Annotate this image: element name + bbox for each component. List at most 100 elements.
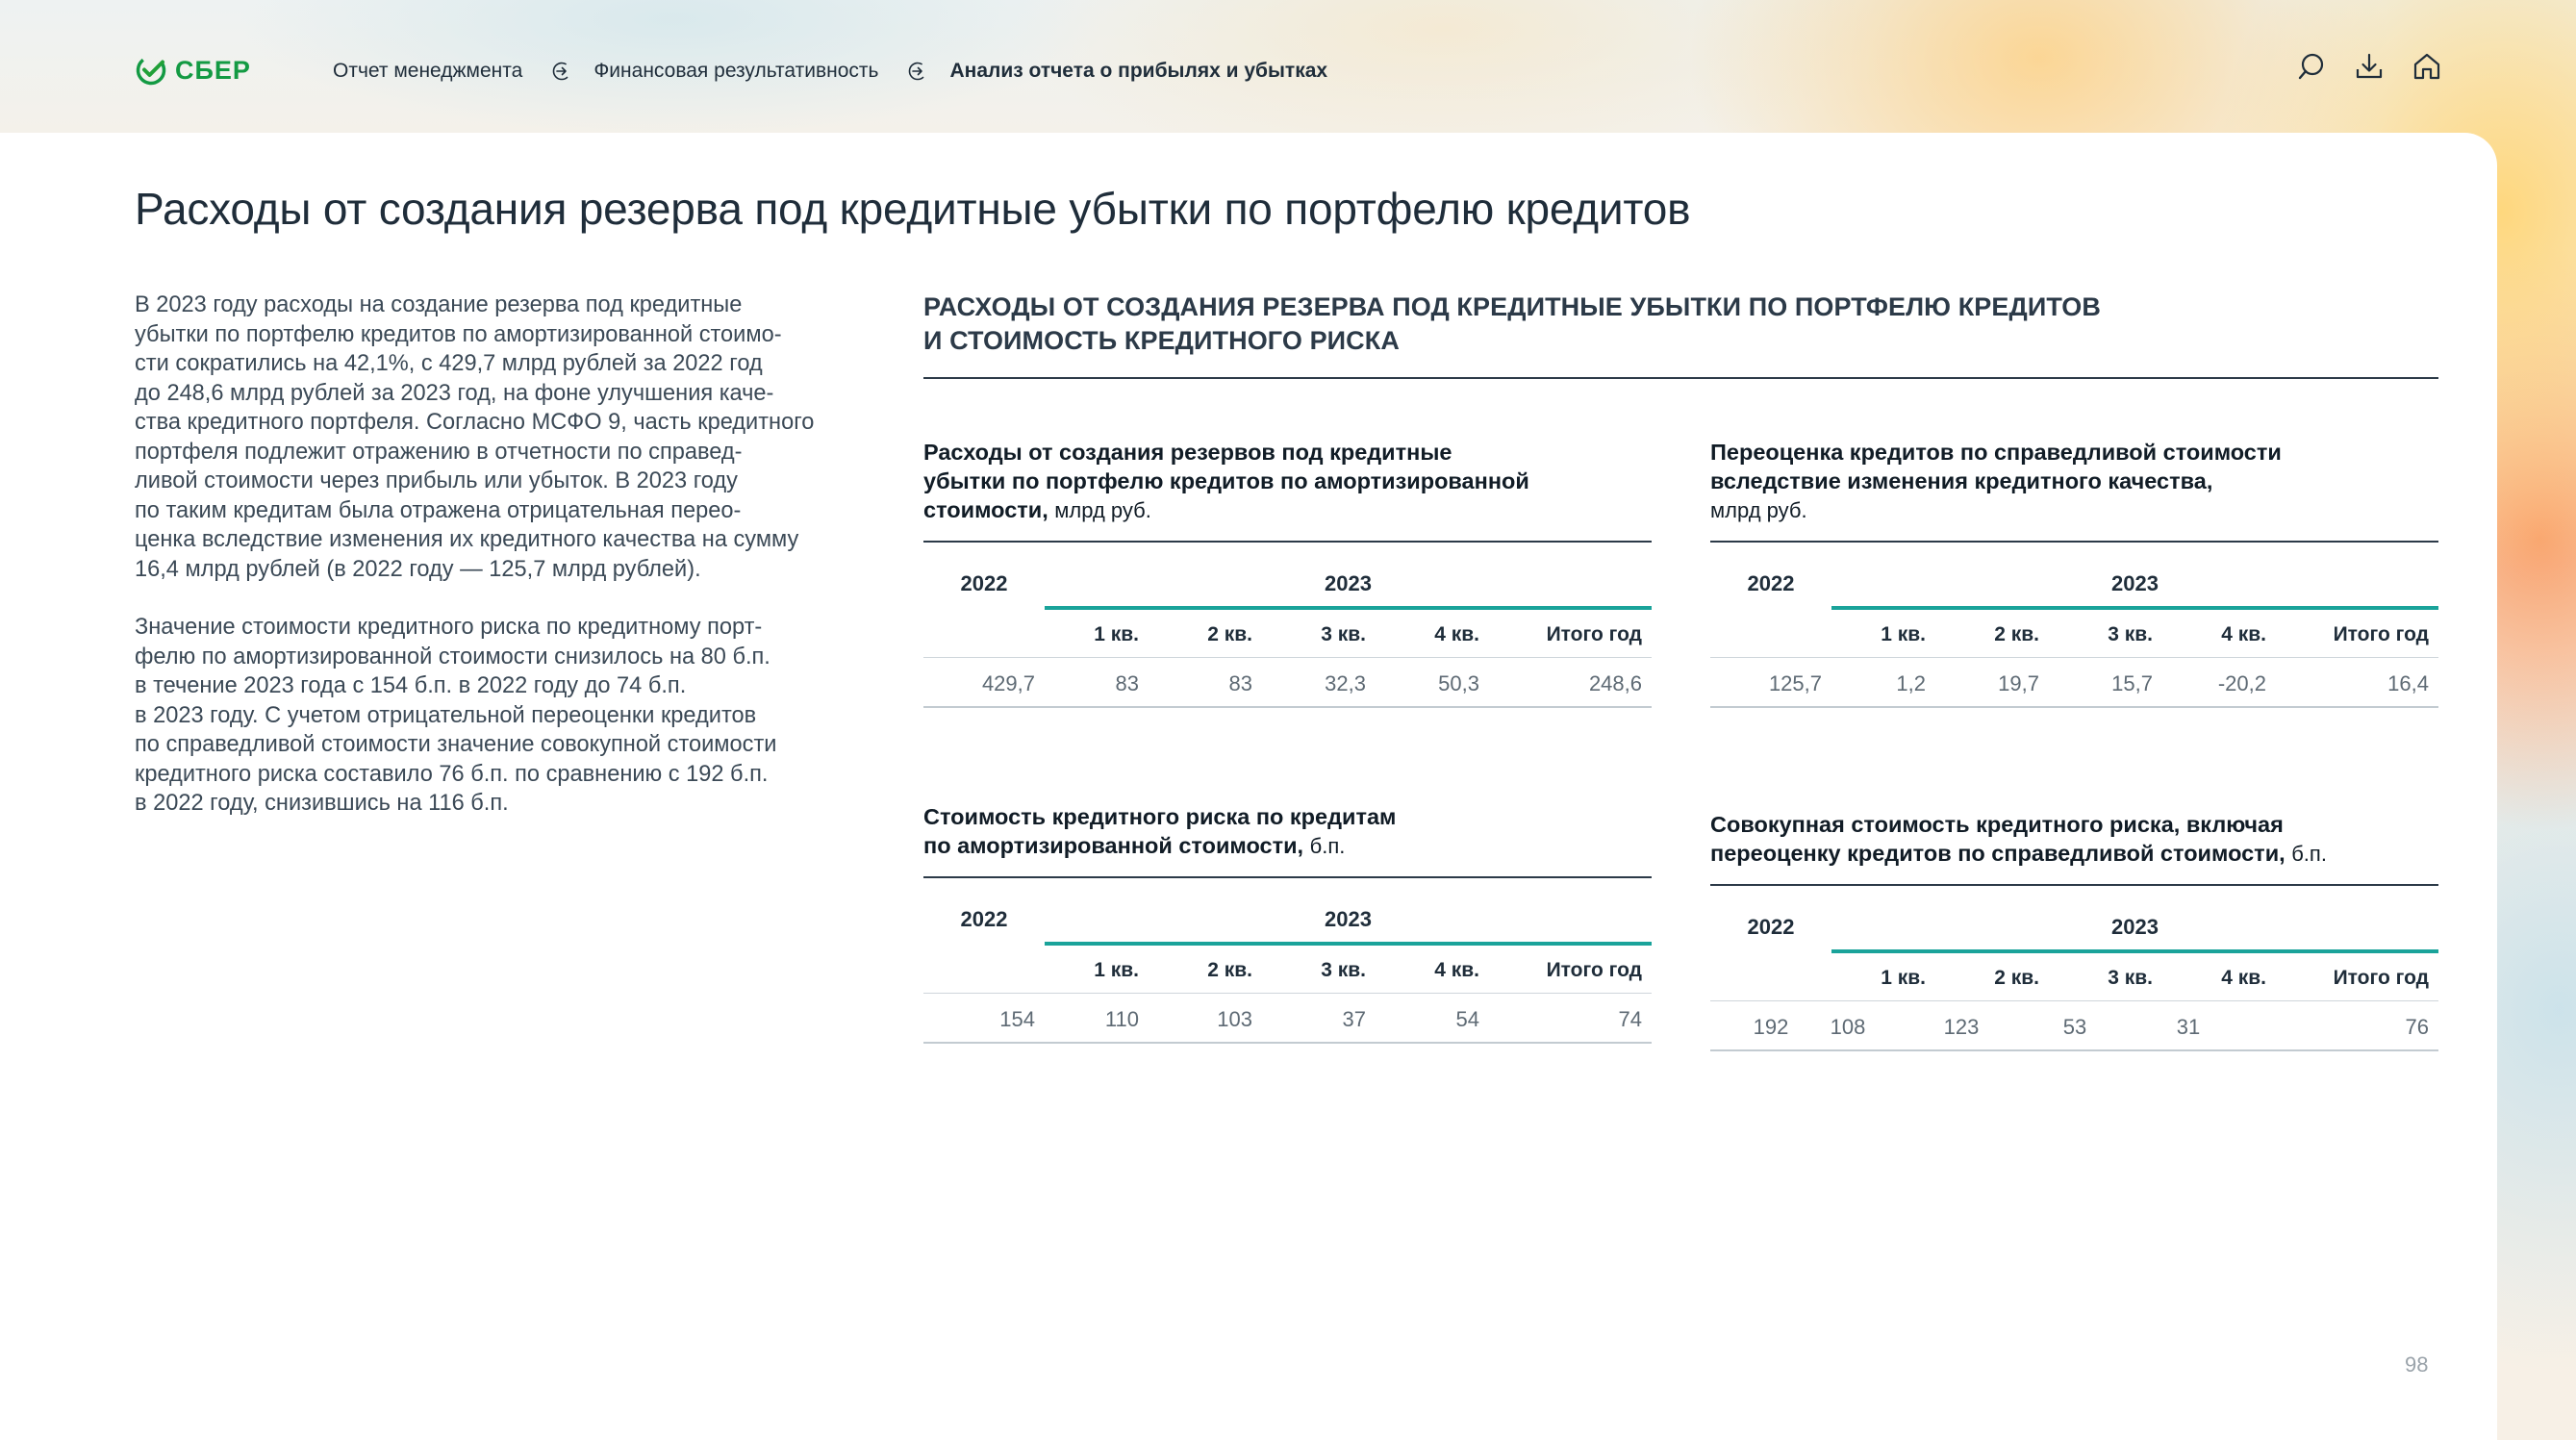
text-line: ства кредитного портфеля. Согласно МСФО … bbox=[135, 410, 815, 435]
value-prev-year: 125,7 bbox=[1768, 671, 1822, 695]
value-cell: 76 bbox=[2405, 1015, 2429, 1039]
arrow-right-icon bbox=[907, 61, 928, 82]
quarter-header: 1 кв. bbox=[1881, 623, 1926, 645]
intro-paragraph-2: Значение стоимости кредитного риска по к… bbox=[135, 613, 875, 819]
content-card bbox=[0, 133, 2497, 1440]
value-cell: 83 bbox=[1228, 671, 1252, 695]
year-prev-header: 2022 bbox=[1747, 915, 1795, 939]
table-header-quarters: 1 кв. 2 кв. 3 кв. 4 кв. Итого год bbox=[1710, 953, 2438, 1001]
text-line: ценка вследствие изменения их кредитного… bbox=[135, 527, 799, 552]
caption-unit: б.п. bbox=[2291, 842, 2327, 866]
intro-paragraph-1: В 2023 году расходы на создание резерва … bbox=[135, 291, 875, 584]
caption-text: вследствие изменения кредитного качества… bbox=[1710, 468, 2213, 493]
quarter-header: 2 кв. bbox=[1994, 967, 2039, 989]
quarter-header: 1 кв. bbox=[1881, 967, 1926, 989]
quarter-header: 3 кв. bbox=[1321, 623, 1366, 645]
quarter-header: 4 кв. bbox=[2221, 967, 2266, 989]
value-cell: 1,2 bbox=[1896, 671, 1926, 695]
value-cell: 123 bbox=[1943, 1015, 1980, 1039]
sber-logo-icon bbox=[135, 54, 167, 87]
quarter-header: 4 кв. bbox=[2221, 623, 2266, 645]
caption-divider bbox=[923, 876, 1652, 878]
sber-logo[interactable]: СБЕР bbox=[135, 54, 251, 87]
table-total-cost-of-risk: Совокупная стоимость кредитного риска, в… bbox=[1710, 810, 2438, 1051]
value-cell: 248,6 bbox=[1588, 671, 1642, 695]
year-prev-header: 2022 bbox=[960, 907, 1008, 931]
text-line: кредитного риска составило 76 б.п. по ср… bbox=[135, 761, 769, 787]
text-line: по таким кредитам была отражена отрицате… bbox=[135, 497, 742, 523]
data-table: 2022 2023 1 кв. 2 кв. 3 кв. 4 кв. Итого год 125… bbox=[1710, 571, 2438, 708]
text-line: в 2022 году, снизившись на 116 б.п. bbox=[135, 791, 509, 816]
value-cell: 50,3 bbox=[1438, 671, 1479, 695]
value-cell: -20,2 bbox=[2217, 671, 2266, 695]
caption-unit: млрд руб. bbox=[1710, 498, 1807, 522]
value-cell: 74 bbox=[1618, 1007, 1642, 1031]
text-line: 16,4 млрд рублей (в 2022 году — 125,7 мл… bbox=[135, 556, 701, 582]
caption-text: по амортизированной стоимости, bbox=[923, 833, 1304, 858]
caption-text: Совокупная стоимость кредитного риска, в… bbox=[1710, 812, 2284, 837]
year-prev-header: 2022 bbox=[1747, 571, 1795, 595]
year-curr-header: 2023 bbox=[2111, 571, 2159, 595]
quarter-header: 4 кв. bbox=[1434, 959, 1479, 981]
breadcrumb-item-management-report[interactable]: Отчет менеджмента bbox=[333, 60, 523, 82]
table-header-years: 2022 2023 bbox=[1710, 571, 2438, 610]
table-fair-value-revaluation: Переоценка кредитов по справедливой стои… bbox=[1710, 438, 2438, 708]
caption-text: Стоимость кредитного риска по кредитам bbox=[923, 804, 1397, 829]
value-cell: 83 bbox=[1115, 671, 1139, 695]
quarter-header: Итого год bbox=[1546, 959, 1642, 981]
year-prev-header: 2022 bbox=[960, 571, 1008, 595]
table-row: 192 108 123 53 31 76 bbox=[1710, 1001, 2438, 1051]
value-prev-year: 429,7 bbox=[981, 671, 1035, 695]
text-line: фелю по амортизированной стоимости снизи… bbox=[135, 644, 770, 669]
value-cell: 19,7 bbox=[1998, 671, 2039, 695]
home-icon[interactable] bbox=[2411, 50, 2443, 83]
text-line: по справедливой стоимости значение совок… bbox=[135, 732, 777, 757]
table-header-quarters: 1 кв. 2 кв. 3 кв. 4 кв. Итого год bbox=[923, 946, 1652, 994]
year-underline bbox=[1831, 606, 2438, 610]
toolbar bbox=[2295, 50, 2443, 83]
table-caption: Совокупная стоимость кредитного риска, в… bbox=[1710, 810, 2438, 869]
value-cell: 110 bbox=[1104, 1007, 1139, 1031]
caption-divider bbox=[1710, 884, 2438, 886]
value-cell: 53 bbox=[2062, 1015, 2087, 1039]
value-cell: 16,4 bbox=[2387, 671, 2429, 695]
caption-text: переоценку кредитов по справедливой стои… bbox=[1710, 841, 2286, 866]
table-caption: Стоимость кредитного риска по кредитам по… bbox=[923, 802, 1652, 861]
section-heading: Расходы от создания резерва под кредитны… bbox=[923, 291, 2101, 358]
caption-text: стоимости, bbox=[923, 497, 1048, 522]
table-header-quarters: 1 кв. 2 кв. 3 кв. 4 кв. Итого год bbox=[923, 610, 1652, 658]
download-icon[interactable] bbox=[2353, 50, 2386, 83]
quarter-header: 1 кв. bbox=[1094, 623, 1139, 645]
table-provision-charges: Расходы от создания резервов под кредитн… bbox=[923, 438, 1652, 708]
quarter-header: 2 кв. bbox=[1207, 959, 1252, 981]
arrow-right-icon bbox=[551, 61, 572, 82]
quarter-header: 3 кв. bbox=[2108, 623, 2153, 645]
section-divider bbox=[923, 377, 2438, 379]
text-line: портфеля подлежит отражению в отчетности… bbox=[135, 439, 743, 465]
table-header-years: 2022 2023 bbox=[923, 907, 1652, 946]
caption-divider bbox=[923, 541, 1652, 543]
caption-text: Расходы от создания резервов под кредитн… bbox=[923, 440, 1452, 465]
page-title: Расходы от создания резерва под кредитны… bbox=[135, 184, 1691, 234]
data-table: 2022 2023 1 кв. 2 кв. 3 кв. 4 кв. Итого год 429… bbox=[923, 571, 1652, 708]
text-line: ливой стоимости через прибыль или убыток… bbox=[135, 468, 738, 493]
breadcrumb-item-financial-results[interactable]: Финансовая результативность bbox=[593, 60, 879, 82]
quarter-header: 3 кв. bbox=[2108, 967, 2153, 989]
search-icon[interactable] bbox=[2295, 50, 2328, 83]
caption-unit: млрд руб. bbox=[1054, 498, 1151, 522]
quarter-header: Итого год bbox=[1546, 623, 1642, 645]
year-curr-header: 2023 bbox=[1325, 571, 1372, 595]
logo-text: СБЕР bbox=[175, 55, 251, 85]
caption-unit: б.п. bbox=[1309, 834, 1346, 858]
quarter-header: Итого год bbox=[2333, 967, 2429, 989]
year-curr-header: 2023 bbox=[1325, 907, 1372, 931]
caption-text: Переоценка кредитов по справедливой стои… bbox=[1710, 440, 2282, 465]
caption-text: убытки по портфелю кредитов по амортизир… bbox=[923, 468, 1529, 493]
data-table: 2022 2023 1 кв. 2 кв. 3 кв. 4 кв. Итого год 154… bbox=[923, 907, 1652, 1044]
intro-text: В 2023 году расходы на создание резерва … bbox=[135, 291, 875, 847]
text-line: В 2023 году расходы на создание резерва … bbox=[135, 292, 743, 317]
value-cell: 31 bbox=[2176, 1015, 2201, 1039]
table-header-quarters: 1 кв. 2 кв. 3 кв. 4 кв. Итого год bbox=[1710, 610, 2438, 658]
quarter-header: 2 кв. bbox=[1994, 623, 2039, 645]
caption-divider bbox=[1710, 541, 2438, 543]
